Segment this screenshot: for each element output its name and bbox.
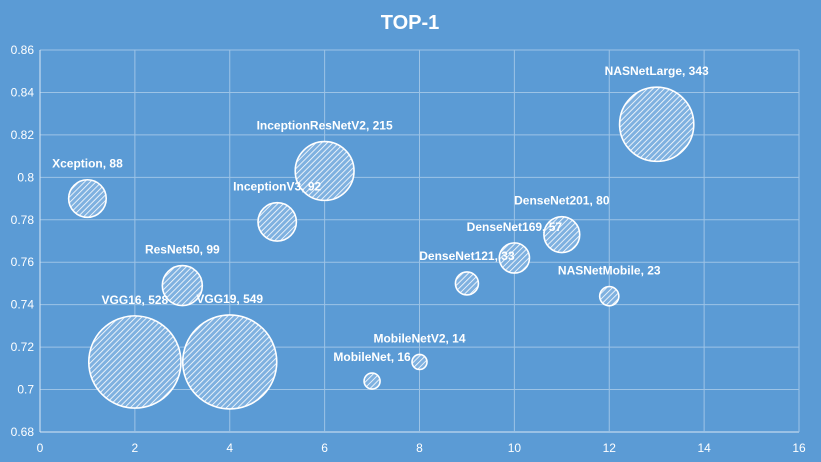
y-tick-label: 0.86 (11, 43, 35, 57)
x-tick-label: 8 (416, 441, 423, 455)
bubble (67, 178, 108, 219)
x-tick-label: 16 (792, 441, 806, 455)
bubble-label: InceptionResNetV2, 215 (257, 119, 393, 133)
x-tick-label: 0 (37, 441, 44, 455)
y-tick-label: 0.8 (17, 170, 34, 184)
y-tick-label: 0.76 (11, 255, 35, 269)
x-tick-label: 12 (603, 441, 617, 455)
y-tick-label: 0.68 (11, 425, 35, 439)
bubble (294, 140, 355, 202)
bubble-label: VGG19, 549 (196, 292, 263, 306)
chart-title: TOP-1 (381, 12, 440, 34)
bubble (454, 271, 480, 296)
grid-layer (39, 49, 800, 433)
x-tick-label: 14 (697, 441, 711, 455)
bubble (411, 353, 428, 371)
bubble (498, 242, 531, 274)
bubble (543, 215, 581, 254)
bubble-label: DenseNet169, 57 (467, 220, 563, 234)
bubble (598, 285, 620, 307)
bubble (87, 315, 182, 409)
bubble-label: MobileNet, 16 (333, 350, 411, 364)
bubble-label: Xception, 88 (52, 157, 123, 171)
y-tick-label: 0.74 (11, 298, 35, 312)
y-tick-label: 0.72 (11, 340, 35, 354)
bubble-label: DenseNet121, 33 (419, 249, 515, 263)
label-layer: Xception, 88 VGG16, 528 ResNet50, 99 VGG19,… (52, 64, 709, 364)
bubble-label: VGG16, 528 (102, 293, 169, 307)
x-tick-label: 2 (132, 441, 139, 455)
bubble (181, 314, 278, 410)
bubble-label: InceptionV3, 92 (233, 180, 321, 194)
y-tick-label: 0.82 (11, 128, 35, 142)
bubble (161, 264, 204, 307)
x-tick-label: 10 (508, 441, 522, 455)
bubble-layer (67, 86, 695, 410)
axis-layer: 0.68 0.7 0.72 0.74 0.76 0.78 0.8 0.82 0.84 0.86 0 2… (11, 43, 806, 455)
x-tick-label: 6 (321, 441, 328, 455)
bubble-label: NASNetLarge, 343 (605, 64, 709, 78)
x-tick-label: 4 (226, 441, 233, 455)
y-tick-label: 0.78 (11, 213, 35, 227)
bubble (618, 86, 695, 163)
y-tick-label: 0.7 (17, 383, 34, 397)
y-tick-label: 0.84 (11, 85, 35, 99)
bubble-label: NASNetMobile, 23 (558, 264, 661, 278)
bubble (257, 201, 298, 242)
bubble-label: MobileNetV2, 14 (373, 331, 465, 345)
bubble (363, 372, 381, 390)
bubble-label: ResNet50, 99 (145, 243, 220, 257)
bubble-label: DenseNet201, 80 (514, 194, 610, 208)
